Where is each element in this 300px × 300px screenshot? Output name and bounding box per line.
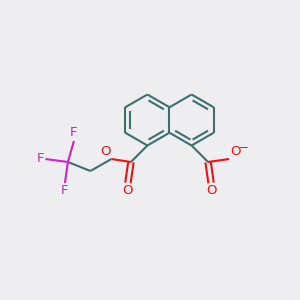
Text: O: O xyxy=(123,184,133,197)
Text: O: O xyxy=(230,145,241,158)
Text: −: − xyxy=(239,141,249,154)
Text: O: O xyxy=(206,184,216,197)
Text: O: O xyxy=(100,145,110,158)
Text: F: F xyxy=(36,152,44,166)
Text: F: F xyxy=(70,127,78,140)
Text: F: F xyxy=(61,184,69,197)
